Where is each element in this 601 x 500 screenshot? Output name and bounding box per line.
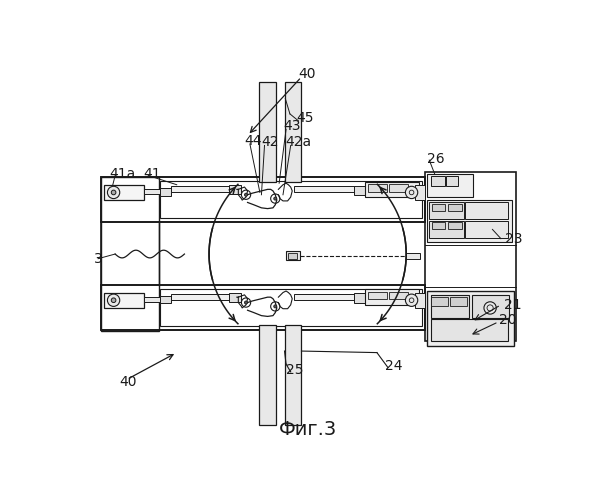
Text: 42: 42 — [261, 136, 279, 149]
Circle shape — [111, 190, 116, 194]
Bar — [427, 174, 473, 197]
Bar — [171, 294, 232, 300]
Circle shape — [108, 186, 120, 198]
Bar — [284, 325, 302, 425]
Bar — [466, 221, 508, 238]
Bar — [431, 295, 469, 318]
Circle shape — [273, 305, 277, 308]
Bar — [105, 184, 144, 200]
Bar — [294, 186, 355, 192]
Text: 21: 21 — [504, 298, 522, 312]
Bar — [431, 176, 445, 186]
Bar — [229, 292, 242, 302]
Text: 26: 26 — [427, 152, 445, 166]
Bar — [365, 290, 419, 305]
Text: 3: 3 — [94, 252, 102, 266]
Bar — [368, 292, 387, 300]
Circle shape — [406, 294, 418, 306]
Bar — [448, 222, 462, 230]
Text: 24: 24 — [385, 358, 402, 372]
Bar — [389, 292, 409, 300]
Bar — [432, 222, 445, 230]
Bar — [415, 184, 425, 200]
Bar — [354, 294, 366, 302]
Text: 45: 45 — [296, 111, 314, 124]
Bar — [389, 184, 409, 192]
Bar — [101, 285, 425, 330]
Circle shape — [108, 294, 120, 306]
Bar — [288, 252, 297, 258]
Circle shape — [245, 301, 248, 304]
Text: 23: 23 — [505, 232, 522, 245]
Text: Фиг.3: Фиг.3 — [278, 420, 337, 439]
Bar — [406, 252, 420, 258]
Bar — [427, 291, 514, 346]
Bar — [431, 297, 448, 306]
Bar — [365, 182, 419, 197]
Bar — [472, 295, 508, 318]
Bar — [101, 177, 425, 222]
Text: 40: 40 — [298, 67, 316, 81]
Bar — [229, 184, 242, 194]
Bar — [368, 184, 387, 192]
Bar — [448, 204, 462, 211]
Bar — [160, 181, 421, 218]
Bar — [160, 296, 171, 304]
Text: 44: 44 — [245, 134, 262, 148]
Bar — [466, 202, 508, 220]
Bar — [429, 202, 464, 220]
Circle shape — [484, 302, 496, 314]
Bar — [294, 294, 355, 300]
Bar — [144, 297, 161, 302]
Text: 43: 43 — [283, 119, 300, 133]
Bar — [432, 204, 445, 211]
Bar — [105, 292, 144, 308]
Text: 41a: 41a — [109, 167, 135, 181]
Text: 20: 20 — [499, 314, 517, 328]
Bar — [101, 177, 425, 222]
Bar — [284, 82, 302, 182]
Circle shape — [111, 298, 116, 302]
Circle shape — [245, 193, 248, 196]
Bar — [286, 251, 300, 260]
Bar — [450, 297, 467, 306]
Bar — [160, 188, 171, 196]
Bar — [259, 82, 276, 182]
Text: 25: 25 — [286, 364, 304, 378]
Text: 40: 40 — [119, 375, 136, 389]
Bar — [427, 200, 511, 242]
Bar — [425, 172, 516, 341]
Text: 42a: 42a — [285, 136, 311, 149]
Bar — [446, 176, 458, 186]
Bar — [354, 186, 366, 194]
Bar — [415, 292, 425, 308]
Bar — [171, 186, 232, 192]
Bar — [144, 190, 161, 194]
Bar — [259, 325, 276, 425]
Bar — [431, 320, 508, 341]
Bar — [101, 285, 425, 330]
Bar — [429, 221, 464, 238]
Circle shape — [406, 186, 418, 198]
Text: 41: 41 — [144, 167, 161, 181]
Bar — [101, 177, 159, 331]
Bar — [160, 288, 421, 326]
Circle shape — [273, 197, 277, 200]
